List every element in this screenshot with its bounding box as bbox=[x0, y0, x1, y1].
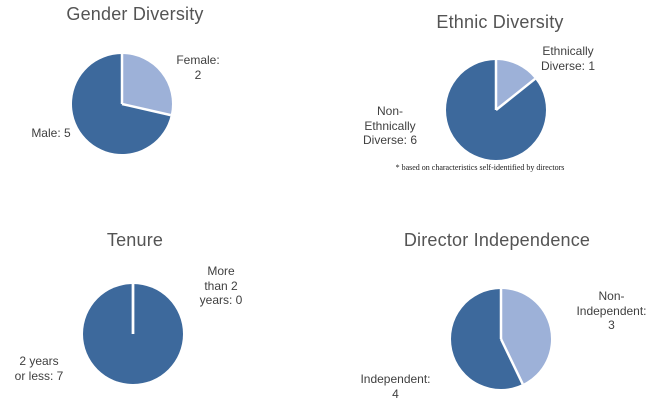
pie-slice-independent bbox=[451, 289, 523, 389]
pie-label-male: Male: 5 bbox=[31, 126, 71, 140]
pie-label-non-ethnically-diverse: Non- Ethnically Diverse: 6 bbox=[362, 104, 418, 148]
pie-slice-boundary bbox=[495, 77, 536, 111]
pie-slice-boundary bbox=[499, 338, 524, 385]
chart-title-gender-diversity: Gender Diversity bbox=[66, 4, 204, 24]
ethnic-diversity-footnote: * based on characteristics self-identifi… bbox=[395, 163, 565, 172]
pie-label-more-than-2-years: More than 2 years: 0 bbox=[199, 264, 243, 308]
pie-slice-boundary bbox=[121, 102, 172, 117]
pie-slice-ethnically-diverse bbox=[496, 60, 536, 110]
pie-label-ethnically-diverse: Ethnically Diverse: 1 bbox=[540, 44, 596, 73]
pie-chart-tenure bbox=[83, 284, 183, 384]
chart-title-director-independence: Director Independence bbox=[403, 230, 591, 250]
pie-slice-female bbox=[122, 54, 172, 116]
pie-label-2-years-or-less: 2 years or less: 7 bbox=[14, 354, 64, 383]
pie-label-independent: Independent: 4 bbox=[360, 372, 431, 401]
pie-chart-ethnic-diversity bbox=[446, 60, 546, 160]
chart-title-ethnic-diversity: Ethnic Diversity bbox=[436, 12, 564, 32]
pie-slice-non-independent bbox=[501, 289, 551, 385]
pie-chart-director-independence bbox=[451, 289, 551, 389]
pie-chart-gender-diversity bbox=[72, 54, 172, 154]
chart-title-tenure: Tenure bbox=[106, 230, 164, 250]
pie-label-female: Female: 2 bbox=[176, 53, 220, 82]
pie-label-non-independent: Non- Independent: 3 bbox=[576, 289, 647, 333]
